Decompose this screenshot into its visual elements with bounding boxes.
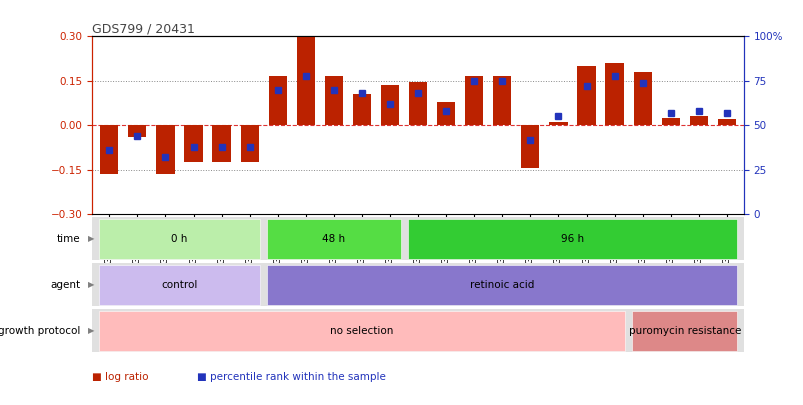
Bar (689, 117, 707, 126)
Bar (464, 77, 483, 126)
Bar (128, 126, 146, 137)
FancyBboxPatch shape (99, 265, 260, 305)
FancyBboxPatch shape (407, 219, 736, 259)
Text: time: time (57, 234, 80, 244)
Bar (100, 126, 118, 174)
Text: ▶: ▶ (88, 326, 95, 335)
Bar (409, 82, 426, 126)
Bar (633, 72, 651, 126)
Bar (577, 66, 595, 126)
Text: no selection: no selection (330, 326, 393, 336)
Bar (717, 119, 735, 126)
Bar (353, 94, 371, 126)
Bar (324, 77, 343, 126)
Bar (661, 118, 679, 126)
Text: retinoic acid: retinoic acid (470, 280, 534, 290)
Bar (212, 126, 230, 162)
Bar (492, 77, 511, 126)
Bar (296, 35, 315, 126)
FancyBboxPatch shape (631, 311, 736, 351)
Text: ■ percentile rank within the sample: ■ percentile rank within the sample (197, 372, 385, 382)
Text: growth protocol: growth protocol (0, 326, 80, 336)
Bar (268, 77, 287, 126)
Text: 96 h: 96 h (560, 234, 583, 244)
Text: ▶: ▶ (88, 234, 95, 243)
Text: GDS799 / 20431: GDS799 / 20431 (92, 22, 195, 35)
Bar (520, 126, 539, 168)
Bar (156, 126, 174, 174)
Bar (381, 85, 398, 126)
Bar (184, 126, 202, 162)
FancyBboxPatch shape (99, 219, 260, 259)
Bar (605, 63, 623, 126)
Text: agent: agent (51, 280, 80, 290)
Text: 48 h: 48 h (322, 234, 345, 244)
Text: ▶: ▶ (88, 280, 95, 290)
Text: 0 h: 0 h (171, 234, 187, 244)
Bar (240, 126, 259, 162)
FancyBboxPatch shape (267, 219, 400, 259)
Bar (437, 102, 454, 126)
FancyBboxPatch shape (99, 311, 624, 351)
Text: ■ log ratio: ■ log ratio (92, 372, 149, 382)
Bar (548, 122, 567, 126)
Text: control: control (161, 280, 198, 290)
FancyBboxPatch shape (267, 265, 736, 305)
Text: puromycin resistance: puromycin resistance (628, 326, 740, 336)
